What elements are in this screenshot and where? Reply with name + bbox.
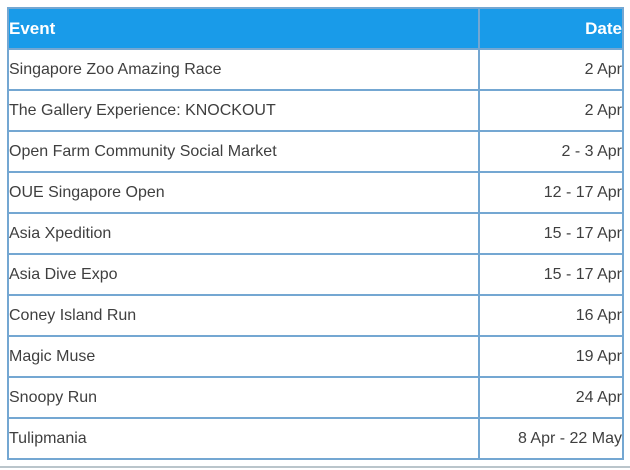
events-table: Event Date Singapore Zoo Amazing Race 2 … bbox=[7, 7, 624, 460]
date-cell: 15 - 17 Apr bbox=[478, 253, 624, 296]
table-header: Event Date bbox=[7, 7, 624, 50]
table-row: The Gallery Experience: KNOCKOUT 2 Apr bbox=[7, 89, 624, 132]
event-cell: Asia Xpedition bbox=[7, 212, 480, 255]
table-row: Open Farm Community Social Market 2 - 3 … bbox=[7, 130, 624, 173]
table-row: Coney Island Run 16 Apr bbox=[7, 294, 624, 337]
column-header-date: Date bbox=[478, 7, 624, 50]
table-row: Tulipmania 8 Apr - 22 May bbox=[7, 417, 624, 460]
event-cell: Open Farm Community Social Market bbox=[7, 130, 480, 173]
date-cell: 19 Apr bbox=[478, 335, 624, 378]
table-row: Asia Dive Expo 15 - 17 Apr bbox=[7, 253, 624, 296]
date-cell: 15 - 17 Apr bbox=[478, 212, 624, 255]
event-cell: Magic Muse bbox=[7, 335, 480, 378]
event-cell: The Gallery Experience: KNOCKOUT bbox=[7, 89, 480, 132]
table-row: Magic Muse 19 Apr bbox=[7, 335, 624, 378]
event-cell: Snoopy Run bbox=[7, 376, 480, 419]
event-cell: Coney Island Run bbox=[7, 294, 480, 337]
date-cell: 8 Apr - 22 May bbox=[478, 417, 624, 460]
header-row: Event Date bbox=[7, 7, 624, 50]
date-cell: 2 Apr bbox=[478, 48, 624, 91]
table-row: Singapore Zoo Amazing Race 2 Apr bbox=[7, 48, 624, 91]
date-cell: 2 Apr bbox=[478, 89, 624, 132]
table-row: Snoopy Run 24 Apr bbox=[7, 376, 624, 419]
date-cell: 12 - 17 Apr bbox=[478, 171, 624, 214]
event-cell: Tulipmania bbox=[7, 417, 480, 460]
page-bottom-divider bbox=[0, 466, 630, 468]
table-row: Asia Xpedition 15 - 17 Apr bbox=[7, 212, 624, 255]
event-cell: Asia Dive Expo bbox=[7, 253, 480, 296]
event-cell: OUE Singapore Open bbox=[7, 171, 480, 214]
column-header-event: Event bbox=[7, 7, 480, 50]
events-table-container: Event Date Singapore Zoo Amazing Race 2 … bbox=[7, 7, 624, 460]
date-cell: 16 Apr bbox=[478, 294, 624, 337]
table-body: Singapore Zoo Amazing Race 2 Apr The Gal… bbox=[7, 48, 624, 460]
date-cell: 2 - 3 Apr bbox=[478, 130, 624, 173]
date-cell: 24 Apr bbox=[478, 376, 624, 419]
table-row: OUE Singapore Open 12 - 17 Apr bbox=[7, 171, 624, 214]
event-cell: Singapore Zoo Amazing Race bbox=[7, 48, 480, 91]
